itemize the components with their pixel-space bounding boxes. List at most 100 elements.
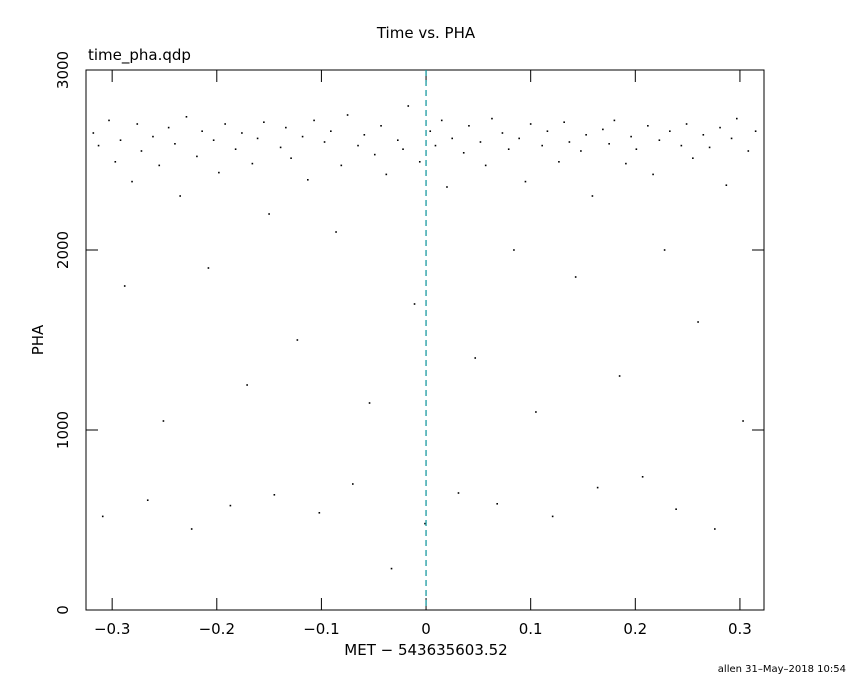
point (546, 130, 549, 132)
point (541, 144, 543, 147)
point (402, 148, 404, 150)
point (212, 139, 215, 141)
y-axis-label: PHA (29, 324, 47, 355)
point (625, 162, 627, 165)
point (507, 148, 510, 150)
point (246, 384, 248, 386)
point (136, 123, 139, 125)
point (652, 173, 654, 176)
point (368, 402, 371, 404)
point (585, 134, 587, 136)
point (301, 135, 304, 138)
point (735, 117, 738, 120)
y-tick-label: 3000 (54, 51, 72, 89)
point (446, 186, 448, 188)
point (730, 137, 733, 140)
point (754, 130, 757, 132)
point (273, 494, 276, 496)
chart-title: Time vs. PHA (376, 24, 476, 42)
x-tick-label: 0.1 (519, 620, 543, 638)
point (97, 144, 100, 147)
point (535, 411, 537, 413)
point (279, 146, 282, 149)
point (563, 121, 565, 123)
point (501, 132, 504, 134)
point (140, 150, 143, 152)
point (669, 130, 671, 132)
point (190, 528, 193, 530)
point (123, 285, 126, 287)
point (591, 195, 594, 197)
y-tick-label: 2000 (54, 231, 72, 269)
point (251, 162, 254, 165)
point (596, 486, 599, 489)
point (352, 483, 354, 485)
point (496, 503, 498, 505)
point (363, 134, 366, 136)
point (167, 126, 170, 129)
x-tick-label: −0.3 (94, 620, 130, 638)
point (658, 139, 661, 141)
point (574, 276, 577, 278)
point (146, 499, 149, 501)
point (424, 522, 426, 525)
point (218, 171, 220, 174)
point (568, 141, 571, 143)
point (551, 515, 554, 518)
x-tick-label: 0 (421, 620, 431, 638)
point (524, 180, 527, 183)
point (296, 339, 299, 341)
point (580, 150, 582, 152)
point (407, 105, 410, 107)
point (647, 125, 649, 127)
point (323, 141, 326, 143)
point (346, 114, 349, 116)
point (451, 137, 454, 140)
point (119, 139, 122, 141)
point (618, 375, 621, 377)
point (630, 135, 632, 138)
x-tick-label: −0.2 (199, 620, 235, 638)
point (207, 267, 210, 269)
point (635, 148, 638, 150)
y-tick-label: 0 (54, 605, 72, 615)
point (491, 117, 493, 120)
point (158, 164, 161, 167)
point (608, 143, 610, 145)
point (719, 126, 721, 129)
point (697, 321, 699, 323)
point (330, 130, 332, 132)
point (357, 144, 359, 147)
x-tick-label: −0.1 (303, 620, 339, 638)
point (479, 141, 482, 143)
point (313, 119, 315, 122)
point (179, 195, 181, 197)
point (742, 420, 744, 422)
point (268, 213, 270, 215)
point (285, 126, 287, 129)
point (108, 119, 110, 122)
point (152, 135, 154, 138)
point (429, 130, 432, 132)
point (558, 161, 560, 163)
file-label: time_pha.qdp (88, 46, 191, 65)
point (241, 132, 243, 134)
point (663, 249, 666, 251)
point (224, 123, 226, 125)
point (613, 119, 616, 122)
point (318, 512, 321, 514)
point (373, 153, 376, 156)
point (680, 144, 683, 147)
x-tick-label: 0.2 (623, 620, 647, 638)
point (390, 567, 393, 570)
point (335, 231, 337, 233)
point (263, 121, 265, 123)
point (602, 128, 604, 131)
point (714, 528, 716, 530)
point (92, 132, 95, 134)
point (174, 143, 176, 145)
point (114, 161, 117, 163)
plot-frame (85, 69, 765, 611)
